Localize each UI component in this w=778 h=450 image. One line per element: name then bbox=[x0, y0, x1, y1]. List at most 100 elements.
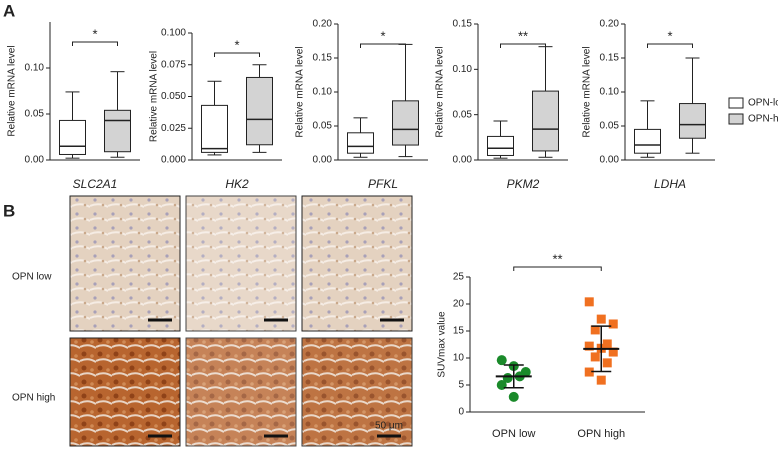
y-tick-label: 0.000 bbox=[161, 155, 186, 166]
data-point bbox=[496, 355, 507, 366]
error-bar bbox=[583, 325, 620, 373]
box-group bbox=[532, 46, 559, 158]
box-group bbox=[634, 100, 661, 158]
y-tick-label: 0.00 bbox=[600, 155, 620, 166]
data-point bbox=[508, 391, 519, 402]
ihc-image bbox=[301, 195, 413, 332]
box bbox=[634, 128, 661, 154]
y-tick-label: 20 bbox=[453, 299, 465, 310]
box bbox=[246, 76, 273, 146]
panel-label: B bbox=[3, 201, 15, 220]
ihc-image bbox=[185, 337, 297, 447]
y-tick-label: 0 bbox=[458, 407, 464, 418]
box-group bbox=[347, 117, 374, 158]
y-tick-label: 0.15 bbox=[600, 53, 620, 64]
ihc-images: 50 μm bbox=[69, 195, 413, 447]
y-tick-label: 0.00 bbox=[453, 155, 473, 166]
y-tick-label: 0.05 bbox=[25, 109, 45, 120]
scale-bar-label: 50 μm bbox=[375, 421, 403, 432]
box-group bbox=[679, 57, 706, 154]
y-tick-label: 0.075 bbox=[161, 59, 186, 70]
significance-bracket bbox=[647, 43, 693, 48]
box bbox=[104, 109, 131, 153]
box-group bbox=[487, 120, 514, 159]
data-point bbox=[584, 297, 594, 307]
legend-swatch bbox=[728, 113, 744, 125]
y-tick-label: 10 bbox=[453, 353, 465, 364]
box bbox=[347, 132, 374, 154]
data-point bbox=[496, 380, 507, 390]
legend-swatch bbox=[728, 97, 744, 109]
x-axis-label: PFKL bbox=[368, 177, 398, 191]
x-axis-label: HK2 bbox=[225, 177, 249, 191]
y-axis-label: Relative mRNA level bbox=[7, 45, 18, 136]
y-tick-label: 0.05 bbox=[600, 121, 620, 132]
significance-label: * bbox=[667, 28, 672, 43]
panel-label: A bbox=[3, 1, 15, 20]
data-point bbox=[584, 367, 594, 377]
box bbox=[679, 103, 706, 139]
y-tick-label: 0.15 bbox=[453, 19, 473, 30]
y-tick-label: 15 bbox=[453, 326, 465, 337]
box-group bbox=[392, 43, 419, 158]
data-point bbox=[602, 358, 612, 368]
x-tick-label: OPN high bbox=[577, 428, 625, 440]
y-tick-label: 5 bbox=[458, 380, 464, 391]
legend-label: OPN-high bbox=[748, 114, 778, 125]
row-label: OPN high bbox=[12, 393, 55, 404]
significance-bracket bbox=[214, 52, 260, 57]
y-tick-label: 0.10 bbox=[600, 87, 620, 98]
box-group bbox=[104, 71, 131, 158]
data-point bbox=[602, 339, 612, 349]
data-point bbox=[608, 347, 618, 357]
box bbox=[532, 90, 559, 152]
x-axis-label: SLC2A1 bbox=[73, 177, 118, 191]
significance-bracket bbox=[500, 43, 546, 48]
box bbox=[201, 104, 228, 153]
y-tick-label: 0.15 bbox=[313, 53, 333, 64]
ihc-image bbox=[185, 195, 297, 332]
data-point bbox=[596, 314, 606, 324]
significance-bracket bbox=[72, 41, 118, 46]
box bbox=[487, 135, 514, 156]
y-axis-label: Relative mRNA level bbox=[582, 46, 593, 137]
y-tick-label: 0.20 bbox=[600, 19, 620, 30]
data-point bbox=[596, 375, 606, 385]
y-tick-label: 0.05 bbox=[453, 109, 473, 120]
y-axis-label: SUVmax value bbox=[437, 311, 448, 378]
x-axis-label: PKM2 bbox=[507, 177, 540, 191]
significance-bracket bbox=[360, 43, 406, 48]
x-axis-label: LDHA bbox=[654, 177, 686, 191]
box-group bbox=[246, 64, 273, 153]
y-tick-label: 0.00 bbox=[313, 155, 333, 166]
x-tick-label: OPN low bbox=[492, 428, 535, 440]
significance-bracket bbox=[513, 266, 602, 271]
y-tick-label: 0.05 bbox=[313, 121, 333, 132]
significance-label: ** bbox=[552, 251, 562, 266]
box bbox=[59, 119, 86, 155]
row-label: OPN low bbox=[12, 272, 52, 283]
y-tick-label: 0.20 bbox=[313, 19, 333, 30]
y-tick-label: 0.10 bbox=[313, 87, 333, 98]
significance-label: ** bbox=[518, 28, 528, 43]
error-bar bbox=[495, 364, 532, 389]
significance-label: * bbox=[380, 28, 385, 43]
y-tick-label: 0.10 bbox=[453, 64, 473, 75]
y-tick-label: 0.050 bbox=[161, 91, 186, 102]
significance-label: * bbox=[234, 37, 239, 52]
box-group bbox=[201, 80, 228, 156]
data-point bbox=[608, 319, 618, 329]
y-tick-label: 0.100 bbox=[161, 28, 186, 39]
data-point bbox=[590, 352, 600, 362]
y-tick-label: 0.10 bbox=[25, 63, 45, 74]
y-tick-label: 0.00 bbox=[25, 155, 45, 166]
y-axis-label: Relative mRNA level bbox=[295, 46, 306, 137]
ihc-image bbox=[301, 337, 413, 447]
legend-label: OPN-low bbox=[748, 98, 778, 109]
data-point bbox=[584, 341, 594, 351]
y-tick-label: 0.025 bbox=[161, 123, 186, 134]
y-axis-label: Relative mRNA level bbox=[149, 51, 160, 142]
ihc-image bbox=[69, 337, 181, 447]
box-group bbox=[59, 91, 86, 159]
